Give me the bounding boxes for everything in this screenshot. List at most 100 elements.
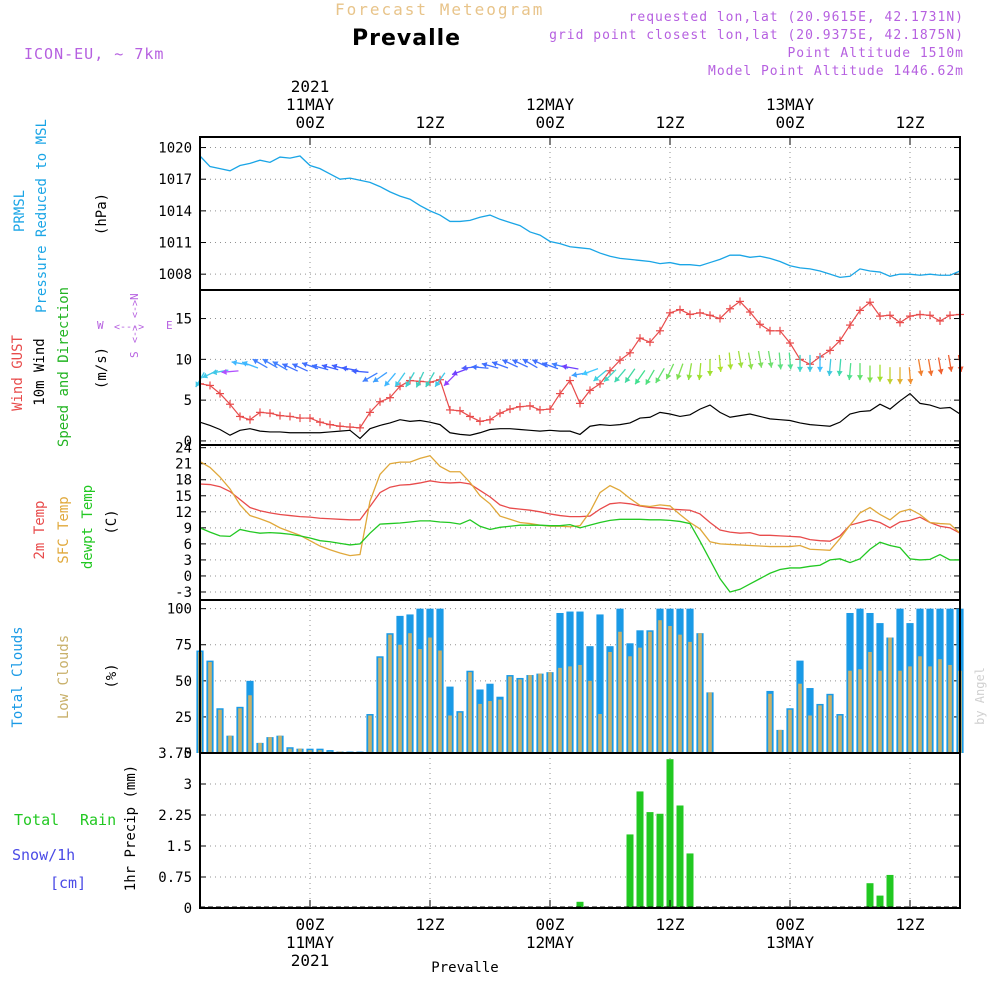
x-tick-label-top: 12Z bbox=[416, 113, 445, 132]
wind-direction-arrow bbox=[907, 367, 914, 385]
wind-gust-point bbox=[866, 298, 874, 307]
wind-direction-arrow bbox=[481, 362, 499, 369]
wind-arrow-head bbox=[512, 359, 519, 365]
low-clouds-bar bbox=[388, 634, 392, 753]
y-tick-label: 15 bbox=[175, 489, 192, 505]
low-clouds-bar bbox=[468, 672, 472, 753]
x-tick-label-top: 12Z bbox=[896, 113, 925, 132]
low-clouds-bar bbox=[878, 670, 882, 753]
wind-arrow-head bbox=[362, 376, 369, 382]
wind-arrow-head bbox=[867, 377, 873, 383]
wind-gust-point bbox=[506, 405, 514, 414]
low-clouds-bar bbox=[858, 669, 862, 753]
low-clouds-bar bbox=[558, 667, 562, 753]
wind-arrow-head bbox=[897, 379, 903, 385]
low-clouds-bar bbox=[458, 712, 462, 753]
wind-direction-arrow bbox=[857, 363, 863, 381]
panel-frame-0 bbox=[199, 136, 961, 291]
wind-arrow-head bbox=[737, 362, 744, 368]
low-clouds-bar bbox=[658, 620, 662, 753]
wind-gust-point bbox=[666, 308, 674, 317]
y-tick-label: 0 bbox=[184, 901, 192, 917]
wind-gust-point bbox=[396, 382, 404, 391]
low-clouds-bar bbox=[508, 676, 512, 753]
wind-direction-arrow bbox=[425, 372, 435, 388]
wind-arrow-head bbox=[857, 375, 863, 381]
y-tick-label: 0 bbox=[184, 434, 192, 450]
y-tick-label: 1014 bbox=[158, 204, 192, 220]
wind-direction-arrow bbox=[415, 371, 425, 388]
y-tick-label: 1.5 bbox=[167, 839, 192, 855]
wind-arrow-head bbox=[625, 376, 631, 383]
wind-gust-point bbox=[686, 310, 694, 319]
y-tick-label: 1020 bbox=[158, 141, 192, 157]
wind-gust-point bbox=[626, 348, 634, 357]
low-clouds-bar bbox=[938, 659, 942, 753]
wind-gust-point bbox=[366, 408, 374, 417]
wind-gust-point bbox=[706, 311, 714, 320]
wind-direction-arrow bbox=[686, 363, 693, 381]
wind-arrow-head bbox=[195, 381, 201, 388]
low-clouds-bar bbox=[898, 670, 902, 753]
wind-arrow-head bbox=[242, 361, 248, 367]
y-tick-label: 3.75 bbox=[158, 746, 192, 762]
wind-gust-point bbox=[786, 339, 794, 348]
x-tick-label-bottom: 12Z bbox=[896, 915, 925, 934]
wind-direction-arrow bbox=[541, 361, 559, 370]
wind-arrow-head bbox=[727, 364, 734, 370]
wind-gust-point bbox=[716, 314, 724, 323]
wind-gust-point bbox=[756, 320, 764, 329]
wind-gust-point bbox=[836, 336, 844, 345]
y-tick-label: 25 bbox=[175, 710, 192, 726]
temp-unit-label: (C) bbox=[104, 509, 120, 534]
y-tick-label: 50 bbox=[175, 674, 192, 690]
compass-ew-arrow: <---> bbox=[114, 322, 144, 333]
low-clouds-bar bbox=[788, 709, 792, 753]
wind-direction-arrow bbox=[471, 364, 489, 371]
precip-label-total: Total bbox=[14, 811, 59, 829]
wind-gust-point bbox=[496, 409, 504, 418]
wind-gust-point bbox=[466, 412, 474, 421]
wind-gust-line bbox=[199, 300, 961, 429]
wind-direction-arrow bbox=[512, 359, 528, 368]
wind-arrow-head bbox=[635, 378, 641, 385]
low-clouds-bar bbox=[948, 664, 952, 753]
low-clouds-bar bbox=[678, 634, 682, 753]
wind-direction-arrow bbox=[707, 359, 713, 376]
panel-grid-4 bbox=[200, 752, 960, 909]
wind-arrow-head bbox=[826, 370, 833, 376]
wind-gust-point bbox=[546, 405, 554, 414]
wind-gust-point bbox=[856, 306, 864, 315]
wind-arrow-head bbox=[415, 381, 422, 388]
low-clouds-bar bbox=[318, 750, 322, 753]
low-clouds-bar bbox=[308, 750, 312, 753]
panel-grid-0 bbox=[200, 137, 960, 290]
low-clouds-bar bbox=[688, 641, 692, 753]
wind-arrow-head bbox=[582, 369, 588, 376]
y-tick-label: -3 bbox=[175, 585, 192, 601]
wind-arrow-head bbox=[272, 361, 279, 367]
wind-arrow-head bbox=[351, 368, 357, 375]
wind-direction-arrow bbox=[927, 359, 934, 376]
temp-line-2m-temp bbox=[199, 480, 961, 542]
clouds-unit-label: (%) bbox=[104, 663, 120, 688]
wind-gust-point bbox=[636, 334, 644, 343]
compass-w: W bbox=[97, 319, 104, 332]
wind-gust-point bbox=[876, 312, 884, 321]
wind-direction-arrow bbox=[777, 352, 784, 370]
low-clouds-bar bbox=[778, 729, 782, 753]
wind-arrow-head bbox=[907, 378, 914, 385]
wind-gust-point bbox=[236, 412, 244, 421]
low-clouds-bar bbox=[228, 735, 232, 753]
wind-arrow-head bbox=[443, 380, 450, 386]
wind-arrow-head bbox=[502, 359, 509, 365]
rain-bar bbox=[656, 813, 664, 908]
wind-gust-point bbox=[726, 304, 734, 313]
low-clouds-bar bbox=[368, 715, 372, 753]
wind-gust-point bbox=[566, 376, 574, 385]
y-tick-label: 75 bbox=[175, 638, 192, 654]
wind-arrow-head bbox=[532, 359, 539, 365]
wind-direction-arrow bbox=[634, 369, 646, 385]
wind-gust-point bbox=[386, 393, 394, 402]
